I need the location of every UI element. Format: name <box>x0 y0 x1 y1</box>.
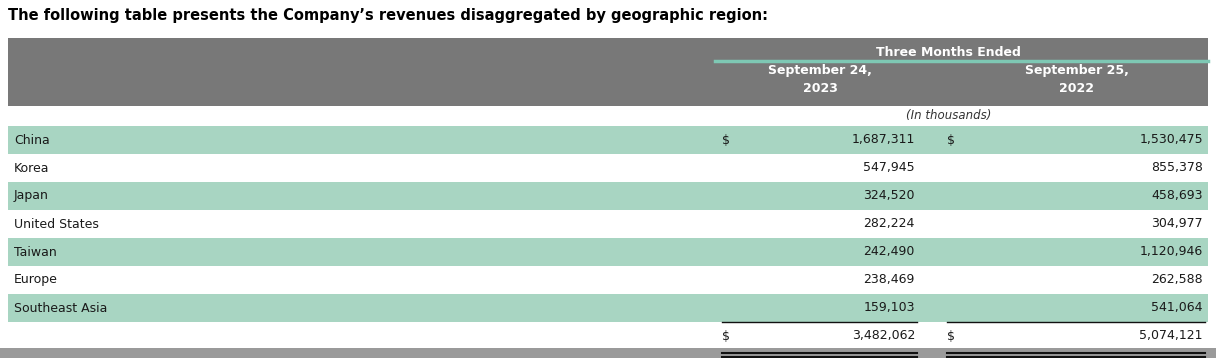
Bar <box>9 182 1207 210</box>
Text: $: $ <box>947 329 955 343</box>
Text: 855,378: 855,378 <box>1152 161 1203 174</box>
Text: Taiwan: Taiwan <box>15 246 57 258</box>
Text: $: $ <box>722 134 730 146</box>
Text: Japan: Japan <box>15 189 49 203</box>
Bar <box>9 154 1207 182</box>
Text: September 24,
2023: September 24, 2023 <box>769 64 872 95</box>
Bar <box>9 294 1207 322</box>
Bar <box>9 210 1207 238</box>
Text: 238,469: 238,469 <box>863 274 914 286</box>
Text: 3,482,062: 3,482,062 <box>851 329 914 343</box>
Text: 1,120,946: 1,120,946 <box>1139 246 1203 258</box>
Bar <box>9 126 1207 154</box>
Text: Southeast Asia: Southeast Asia <box>15 301 107 314</box>
Text: The following table presents the Company’s revenues disaggregated by geographic : The following table presents the Company… <box>9 8 769 23</box>
Text: China: China <box>15 134 50 146</box>
Bar <box>9 322 1207 350</box>
Text: 541,064: 541,064 <box>1152 301 1203 314</box>
Text: Europe: Europe <box>15 274 58 286</box>
Bar <box>9 266 1207 294</box>
Text: 262,588: 262,588 <box>1152 274 1203 286</box>
Text: 324,520: 324,520 <box>863 189 914 203</box>
Text: Three Months Ended: Three Months Ended <box>876 46 1020 59</box>
Text: 458,693: 458,693 <box>1152 189 1203 203</box>
Text: 5,074,121: 5,074,121 <box>1139 329 1203 343</box>
Text: 1,530,475: 1,530,475 <box>1139 134 1203 146</box>
Text: 547,945: 547,945 <box>863 161 914 174</box>
Text: September 25,
2022: September 25, 2022 <box>1025 64 1128 95</box>
Text: (In thousands): (In thousands) <box>906 110 991 122</box>
Text: United States: United States <box>15 218 98 231</box>
Text: 159,103: 159,103 <box>863 301 914 314</box>
Bar <box>0 348 1216 358</box>
Bar <box>9 238 1207 266</box>
Text: 1,687,311: 1,687,311 <box>851 134 914 146</box>
Bar <box>9 38 1207 106</box>
Text: Korea: Korea <box>15 161 50 174</box>
Text: $: $ <box>722 329 730 343</box>
Text: $: $ <box>947 134 955 146</box>
Text: 282,224: 282,224 <box>863 218 914 231</box>
Text: 242,490: 242,490 <box>863 246 914 258</box>
Text: 304,977: 304,977 <box>1152 218 1203 231</box>
